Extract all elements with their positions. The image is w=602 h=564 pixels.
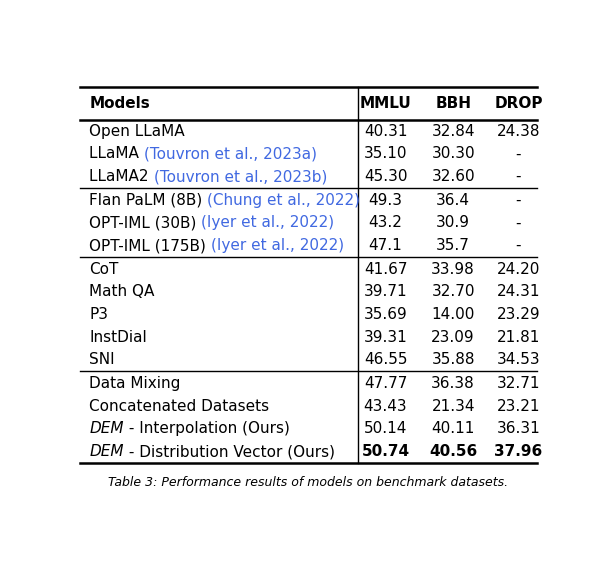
Text: 39.71: 39.71 [364,284,408,299]
Text: CoT: CoT [89,262,119,276]
Text: LLaMA2: LLaMA2 [89,169,154,184]
Text: Flan PaLM (8B): Flan PaLM (8B) [89,193,207,208]
Text: 36.4: 36.4 [436,193,470,208]
Text: 47.1: 47.1 [368,238,402,253]
Text: LLaMA: LLaMA [89,146,144,161]
Text: (Chung et al., 2022): (Chung et al., 2022) [207,193,361,208]
Text: MMLU: MMLU [359,96,411,111]
Text: (Iyer et al., 2022): (Iyer et al., 2022) [202,215,335,230]
Text: -: - [516,146,521,161]
Text: - Interpolation (Ours): - Interpolation (Ours) [124,421,290,437]
Text: 24.20: 24.20 [497,262,540,276]
Text: (Touvron et al., 2023a): (Touvron et al., 2023a) [144,146,317,161]
Text: 23.29: 23.29 [497,307,540,322]
Text: 45.30: 45.30 [364,169,408,184]
Text: 34.53: 34.53 [497,352,540,367]
Text: 33.98: 33.98 [431,262,475,276]
Text: DEM: DEM [89,421,124,437]
Text: 21.34: 21.34 [432,399,475,413]
Text: (Iyer et al., 2022): (Iyer et al., 2022) [211,238,344,253]
Text: 40.11: 40.11 [432,421,475,437]
Text: 35.88: 35.88 [432,352,475,367]
Text: 50.74: 50.74 [361,444,409,459]
Text: 21.81: 21.81 [497,330,540,345]
Text: Math QA: Math QA [89,284,155,299]
Text: 41.67: 41.67 [364,262,408,276]
Text: -: - [516,193,521,208]
Text: 30.9: 30.9 [436,215,470,230]
Text: 43.43: 43.43 [364,399,408,413]
Text: Models: Models [89,96,150,111]
Text: 39.31: 39.31 [364,330,408,345]
Text: 30.30: 30.30 [432,146,475,161]
Text: 23.09: 23.09 [432,330,475,345]
Text: OPT-IML (30B): OPT-IML (30B) [89,215,202,230]
Text: Concatenated Datasets: Concatenated Datasets [89,399,269,413]
Text: SNI: SNI [89,352,115,367]
Text: 35.69: 35.69 [364,307,408,322]
Text: DROP: DROP [494,96,543,111]
Text: 40.31: 40.31 [364,124,408,139]
Text: - Distribution Vector (Ours): - Distribution Vector (Ours) [124,444,335,459]
Text: 32.70: 32.70 [432,284,475,299]
Text: Data Mixing: Data Mixing [89,376,181,391]
Text: 14.00: 14.00 [432,307,475,322]
Text: 23.21: 23.21 [497,399,540,413]
Text: DEM: DEM [89,444,124,459]
Text: 43.2: 43.2 [368,215,403,230]
Text: 50.14: 50.14 [364,421,407,437]
Text: BBH: BBH [435,96,471,111]
Text: 47.77: 47.77 [364,376,407,391]
Text: 49.3: 49.3 [368,193,403,208]
Text: 36.38: 36.38 [431,376,475,391]
Text: (Touvron et al., 2023b): (Touvron et al., 2023b) [154,169,327,184]
Text: 46.55: 46.55 [364,352,408,367]
Text: 35.7: 35.7 [436,238,470,253]
Text: OPT-IML (175B): OPT-IML (175B) [89,238,211,253]
Text: 32.71: 32.71 [497,376,540,391]
Text: 32.84: 32.84 [432,124,475,139]
Text: 37.96: 37.96 [494,444,542,459]
Text: InstDial: InstDial [89,330,147,345]
Text: P3: P3 [89,307,108,322]
Text: 24.38: 24.38 [497,124,540,139]
Text: 24.31: 24.31 [497,284,540,299]
Text: -: - [516,169,521,184]
Text: 40.56: 40.56 [429,444,477,459]
Text: Table 3: Performance results of models on benchmark datasets.: Table 3: Performance results of models o… [108,476,509,489]
Text: 32.60: 32.60 [432,169,475,184]
Text: -: - [516,238,521,253]
Text: 35.10: 35.10 [364,146,408,161]
Text: 36.31: 36.31 [497,421,541,437]
Text: -: - [516,215,521,230]
Text: Open LLaMA: Open LLaMA [89,124,185,139]
